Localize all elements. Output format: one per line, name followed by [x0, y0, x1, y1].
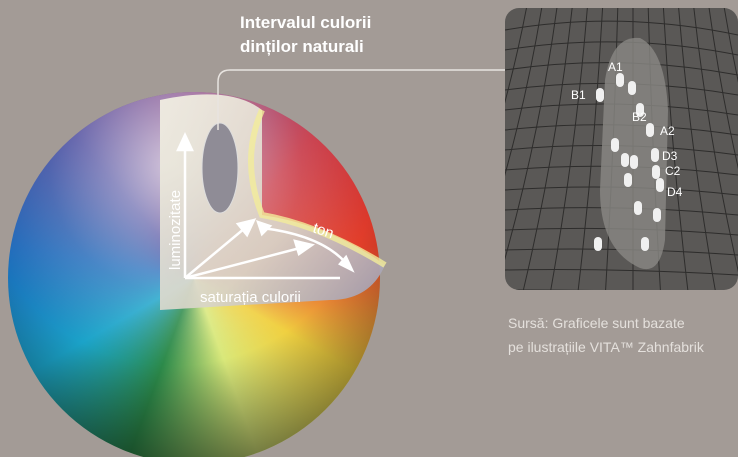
- shade-label: D4: [667, 185, 683, 199]
- shade-label: B2: [632, 110, 647, 124]
- shade-label: B1: [571, 88, 586, 102]
- source-line: Sursă: Graficele sunt bazate: [508, 315, 685, 331]
- title-line: Intervalul culorii: [240, 13, 371, 32]
- title-line: dinților naturali: [240, 37, 364, 56]
- inset: [437, 0, 738, 300]
- shade-label: D3: [662, 149, 678, 163]
- shade-label: C2: [665, 164, 681, 178]
- shade-label: A2: [660, 124, 675, 138]
- page: Intervalul culorii dinților naturali lum…: [0, 0, 738, 457]
- tooth-range: [202, 123, 238, 213]
- source-line: pe ilustrațiile VITA™ Zahnfabrik: [508, 339, 705, 355]
- lightness-label: luminozitate: [167, 190, 184, 270]
- saturation-label: saturația culorii: [200, 289, 301, 306]
- diagram: Intervalul culorii dinților naturali lum…: [0, 0, 738, 457]
- shade-label: A1: [608, 60, 623, 74]
